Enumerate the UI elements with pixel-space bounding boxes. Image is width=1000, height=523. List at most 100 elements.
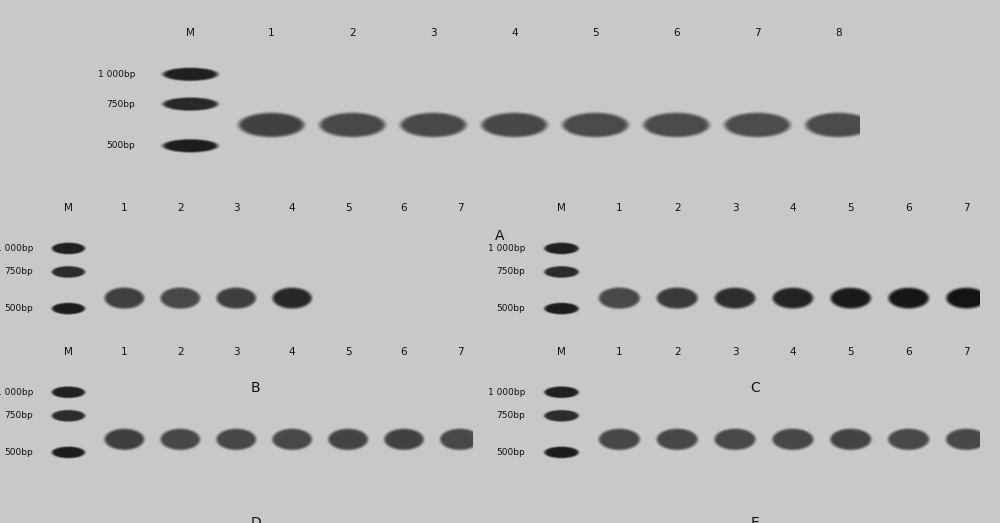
Ellipse shape: [109, 432, 140, 447]
Text: 1 000bp: 1 000bp: [488, 388, 525, 397]
Ellipse shape: [650, 116, 703, 134]
Ellipse shape: [316, 111, 389, 139]
Text: 7: 7: [457, 203, 463, 213]
Ellipse shape: [275, 431, 309, 448]
Ellipse shape: [50, 242, 87, 255]
Ellipse shape: [770, 286, 816, 310]
Ellipse shape: [168, 99, 213, 109]
Ellipse shape: [543, 266, 580, 278]
Text: C: C: [750, 381, 760, 395]
Text: 500bp: 500bp: [106, 141, 135, 150]
Ellipse shape: [828, 286, 873, 310]
Ellipse shape: [438, 427, 482, 451]
Ellipse shape: [569, 116, 622, 134]
Ellipse shape: [829, 287, 872, 310]
Text: 2: 2: [349, 28, 356, 38]
Ellipse shape: [546, 267, 577, 277]
Ellipse shape: [948, 289, 985, 308]
Ellipse shape: [812, 116, 865, 134]
Text: 3: 3: [732, 347, 738, 357]
Ellipse shape: [318, 112, 387, 138]
Ellipse shape: [544, 386, 579, 398]
Text: 2: 2: [674, 203, 681, 213]
Ellipse shape: [53, 303, 84, 314]
Ellipse shape: [547, 388, 576, 396]
Ellipse shape: [407, 116, 460, 134]
Ellipse shape: [829, 428, 872, 451]
Ellipse shape: [546, 387, 577, 397]
Ellipse shape: [56, 448, 81, 457]
Text: 1 000bp: 1 000bp: [0, 244, 33, 253]
Ellipse shape: [773, 429, 813, 449]
Ellipse shape: [160, 96, 221, 112]
Ellipse shape: [403, 115, 463, 135]
Ellipse shape: [162, 97, 219, 111]
Ellipse shape: [52, 243, 85, 254]
Text: 750bp: 750bp: [4, 411, 33, 420]
Ellipse shape: [947, 429, 986, 449]
Ellipse shape: [545, 303, 578, 314]
Ellipse shape: [946, 428, 987, 450]
Ellipse shape: [545, 266, 578, 278]
Ellipse shape: [164, 68, 217, 81]
Ellipse shape: [802, 111, 875, 139]
Ellipse shape: [830, 428, 871, 450]
Ellipse shape: [382, 427, 426, 451]
Ellipse shape: [807, 113, 870, 137]
Ellipse shape: [546, 388, 577, 397]
Text: 4: 4: [511, 28, 518, 38]
Ellipse shape: [169, 99, 212, 109]
Ellipse shape: [808, 115, 868, 135]
Ellipse shape: [319, 112, 385, 137]
Text: M: M: [64, 203, 73, 213]
Ellipse shape: [559, 111, 632, 139]
Text: 6: 6: [905, 203, 912, 213]
Ellipse shape: [601, 430, 638, 449]
Text: 750bp: 750bp: [106, 99, 135, 109]
Ellipse shape: [326, 427, 370, 451]
Text: 3: 3: [430, 28, 437, 38]
Ellipse shape: [216, 287, 256, 309]
Text: 5: 5: [847, 347, 854, 357]
Ellipse shape: [219, 431, 253, 448]
Ellipse shape: [243, 115, 300, 135]
Ellipse shape: [52, 386, 85, 398]
Ellipse shape: [484, 115, 544, 135]
Ellipse shape: [53, 387, 84, 397]
Ellipse shape: [835, 291, 867, 305]
Ellipse shape: [216, 428, 256, 450]
Ellipse shape: [716, 430, 754, 449]
Text: 1: 1: [121, 347, 128, 357]
Ellipse shape: [944, 427, 989, 451]
Ellipse shape: [777, 291, 809, 305]
Ellipse shape: [241, 115, 301, 135]
Text: 2: 2: [177, 203, 184, 213]
Ellipse shape: [831, 429, 870, 449]
Ellipse shape: [893, 432, 924, 447]
Ellipse shape: [221, 291, 251, 305]
Ellipse shape: [158, 286, 202, 310]
Ellipse shape: [161, 429, 199, 449]
Ellipse shape: [547, 304, 576, 313]
Ellipse shape: [386, 430, 422, 449]
Text: 6: 6: [673, 28, 680, 38]
Ellipse shape: [50, 302, 87, 315]
Ellipse shape: [329, 429, 367, 449]
Ellipse shape: [168, 141, 213, 151]
Ellipse shape: [716, 289, 754, 308]
Ellipse shape: [542, 265, 581, 279]
Ellipse shape: [723, 112, 792, 138]
Ellipse shape: [56, 388, 81, 396]
Ellipse shape: [272, 428, 312, 450]
Ellipse shape: [600, 288, 639, 308]
Ellipse shape: [951, 432, 982, 447]
Text: 1: 1: [268, 28, 275, 38]
Ellipse shape: [399, 112, 468, 138]
Ellipse shape: [604, 432, 635, 447]
Ellipse shape: [52, 303, 85, 314]
Text: 3: 3: [233, 347, 240, 357]
Ellipse shape: [55, 388, 82, 396]
Ellipse shape: [887, 287, 930, 310]
Ellipse shape: [718, 290, 752, 306]
Text: E: E: [751, 516, 759, 523]
